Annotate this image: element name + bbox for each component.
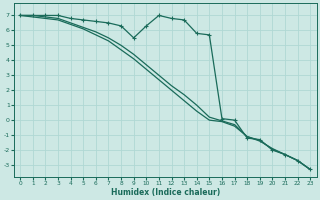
X-axis label: Humidex (Indice chaleur): Humidex (Indice chaleur) <box>111 188 220 197</box>
